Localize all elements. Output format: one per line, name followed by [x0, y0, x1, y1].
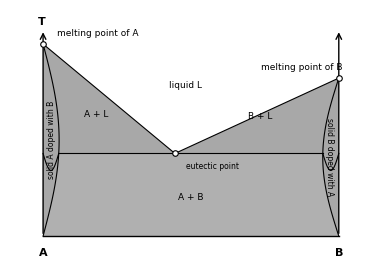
Text: melting point of B: melting point of B: [261, 63, 342, 72]
Text: B: B: [335, 248, 343, 258]
Text: eutectic point: eutectic point: [186, 162, 238, 171]
Polygon shape: [43, 154, 339, 236]
Text: solid A doped with B: solid A doped with B: [47, 101, 56, 179]
Polygon shape: [175, 78, 339, 236]
Text: A + L: A + L: [84, 110, 109, 119]
Text: A: A: [39, 248, 47, 258]
Text: T: T: [37, 17, 45, 27]
Text: melting point of A: melting point of A: [57, 29, 139, 38]
Polygon shape: [43, 44, 175, 236]
Polygon shape: [43, 44, 59, 236]
Polygon shape: [323, 78, 339, 236]
Text: B + L: B + L: [248, 113, 273, 121]
Text: liquid L: liquid L: [169, 81, 202, 90]
Text: solid B doped with A: solid B doped with A: [325, 118, 335, 196]
Text: A + B: A + B: [178, 193, 204, 202]
